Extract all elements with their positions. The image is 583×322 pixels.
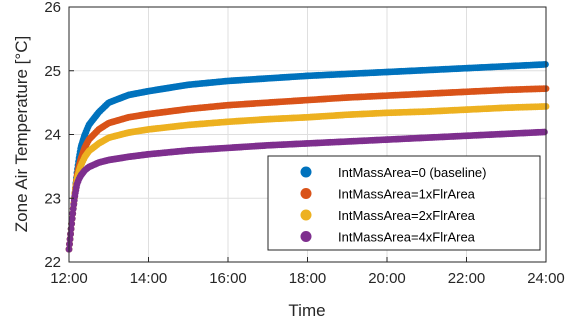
data-point — [68, 220, 76, 228]
x-tick-labels: 12:00 14:00 16:00 18:00 20:00 22:00 24:00 — [50, 270, 565, 287]
data-point — [66, 240, 73, 248]
data-point — [66, 235, 74, 243]
legend-marker — [300, 188, 312, 199]
legend-label: IntMassArea=1xFlrArea — [338, 187, 476, 202]
x-tick-label: 12:00 — [50, 270, 88, 287]
y-tick-label: 23 — [44, 190, 61, 207]
legend-marker — [300, 209, 312, 221]
x-tick-label: 18:00 — [289, 270, 327, 287]
x-tick-label: 24:00 — [527, 270, 565, 287]
x-tick-label: 22:00 — [448, 270, 486, 287]
data-point — [541, 128, 548, 136]
legend-box — [267, 155, 541, 251]
y-tick-label: 22 — [44, 254, 61, 271]
y-tick-labels: 22 23 24 25 26 — [44, 0, 61, 271]
axis-ticks — [68, 6, 547, 263]
x-tick-label: 20:00 — [368, 270, 406, 287]
data-series — [65, 61, 550, 253]
series-3 — [65, 103, 550, 253]
y-tick-label: 26 — [44, 0, 61, 16]
x-axis-title: Time — [288, 301, 325, 320]
legend-label: IntMassArea=4xFlrArea — [338, 230, 476, 245]
x-tick-label: 14:00 — [130, 270, 168, 287]
legend-items: IntMassArea=0 (baseline) IntMassArea=1xFl… — [300, 165, 487, 245]
data-point — [542, 61, 549, 68]
series-4 — [65, 128, 548, 253]
legend-label: IntMassArea=0 (baseline) — [338, 165, 487, 180]
y-axis-title: Zone Air Temperature [°C] — [12, 36, 31, 232]
legend: IntMassArea=0 (baseline) IntMassArea=1xFl… — [267, 155, 541, 251]
y-tick-label: 25 — [44, 63, 61, 80]
legend-marker — [300, 166, 312, 178]
legend-marker — [300, 231, 312, 242]
y-tick-label: 24 — [44, 127, 61, 144]
x-tick-label: 16:00 — [209, 270, 247, 287]
data-point — [68, 215, 76, 223]
legend-label: IntMassArea=2xFlrArea — [338, 208, 476, 223]
